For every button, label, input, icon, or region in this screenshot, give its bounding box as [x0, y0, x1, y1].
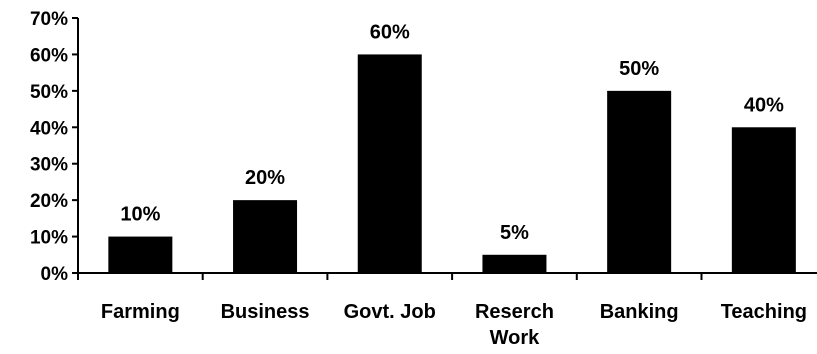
- data-label: 10%: [120, 204, 160, 226]
- data-label: 20%: [245, 167, 285, 189]
- data-label: 50%: [619, 58, 659, 80]
- y-tick-label: 50%: [30, 82, 68, 103]
- bar: [731, 127, 796, 274]
- bar: [357, 54, 422, 273]
- y-tick-label: 0%: [41, 264, 69, 285]
- data-label: 60%: [370, 21, 410, 43]
- y-tick-label: 40%: [30, 118, 68, 139]
- bars: [108, 54, 796, 274]
- bar: [482, 254, 547, 273]
- x-axis-labels: Farming Business Govt. Job Reserch Work Banki…: [101, 301, 807, 349]
- x-category-label: Govt. Job: [344, 301, 436, 323]
- x-category-label: Teaching: [721, 301, 807, 323]
- data-labels: 10% 20% 60% 5% 50% 40%: [120, 21, 784, 243]
- x-category-label: Business: [221, 301, 310, 323]
- x-category-label: Banking: [600, 301, 679, 323]
- x-category-label: Farming: [101, 301, 180, 323]
- y-tick-label: 20%: [30, 191, 68, 212]
- data-label: 40%: [744, 94, 784, 116]
- axes: [77, 18, 817, 280]
- bar: [108, 236, 173, 273]
- y-tick-label: 10%: [30, 228, 68, 249]
- y-axis-ticks: 0% 10% 20% 30% 40% 50% 60% 70%: [30, 9, 78, 285]
- y-tick-label: 60%: [30, 45, 68, 66]
- y-tick-label: 30%: [30, 155, 68, 176]
- x-category-label: Reserch: [475, 301, 554, 323]
- bar: [607, 90, 672, 273]
- bar: [233, 200, 298, 273]
- x-category-label: Work: [490, 327, 541, 349]
- y-tick-label: 70%: [30, 9, 68, 30]
- data-label: 5%: [500, 222, 529, 244]
